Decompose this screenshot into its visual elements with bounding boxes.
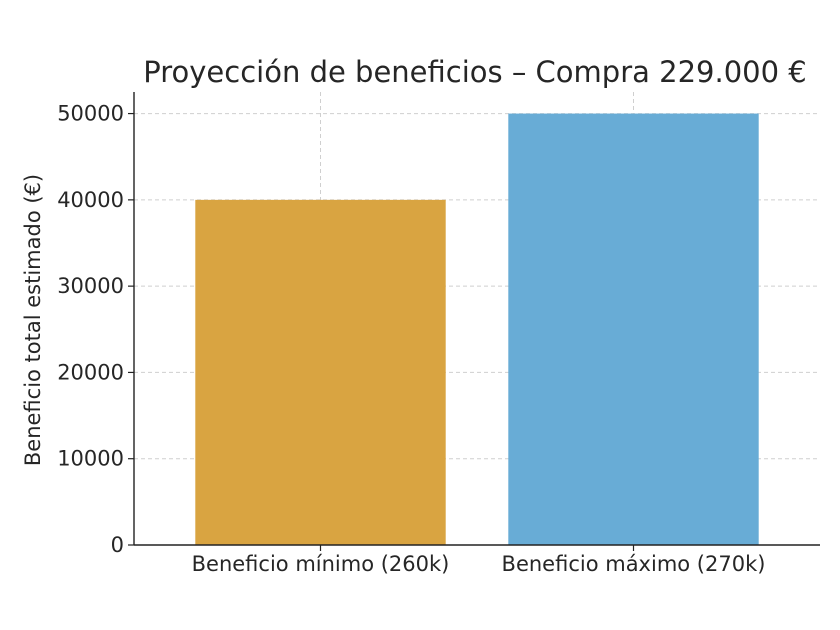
x-ticks: Beneficio mínimo (260k) Beneficio máximo … [192, 545, 766, 576]
chart-title: Proyección de beneficios – Compra 229.00… [143, 55, 806, 89]
y-tick-label: 20000 [57, 360, 124, 384]
y-tick-label: 0 [111, 533, 124, 557]
bar [195, 199, 446, 545]
y-ticks: 0 10000 20000 30000 40000 50000 [57, 102, 134, 557]
y-tick-label: 40000 [57, 188, 124, 212]
y-axis-label: Beneficio total estimado (€) [21, 174, 45, 466]
x-tick-label: Beneficio máximo (270k) [502, 552, 766, 576]
y-tick-label: 50000 [57, 102, 124, 126]
bar [508, 113, 759, 546]
bars [195, 113, 759, 546]
y-tick-label: 30000 [57, 274, 124, 298]
x-tick-label: Beneficio mínimo (260k) [192, 552, 450, 576]
y-tick-label: 10000 [57, 447, 124, 471]
